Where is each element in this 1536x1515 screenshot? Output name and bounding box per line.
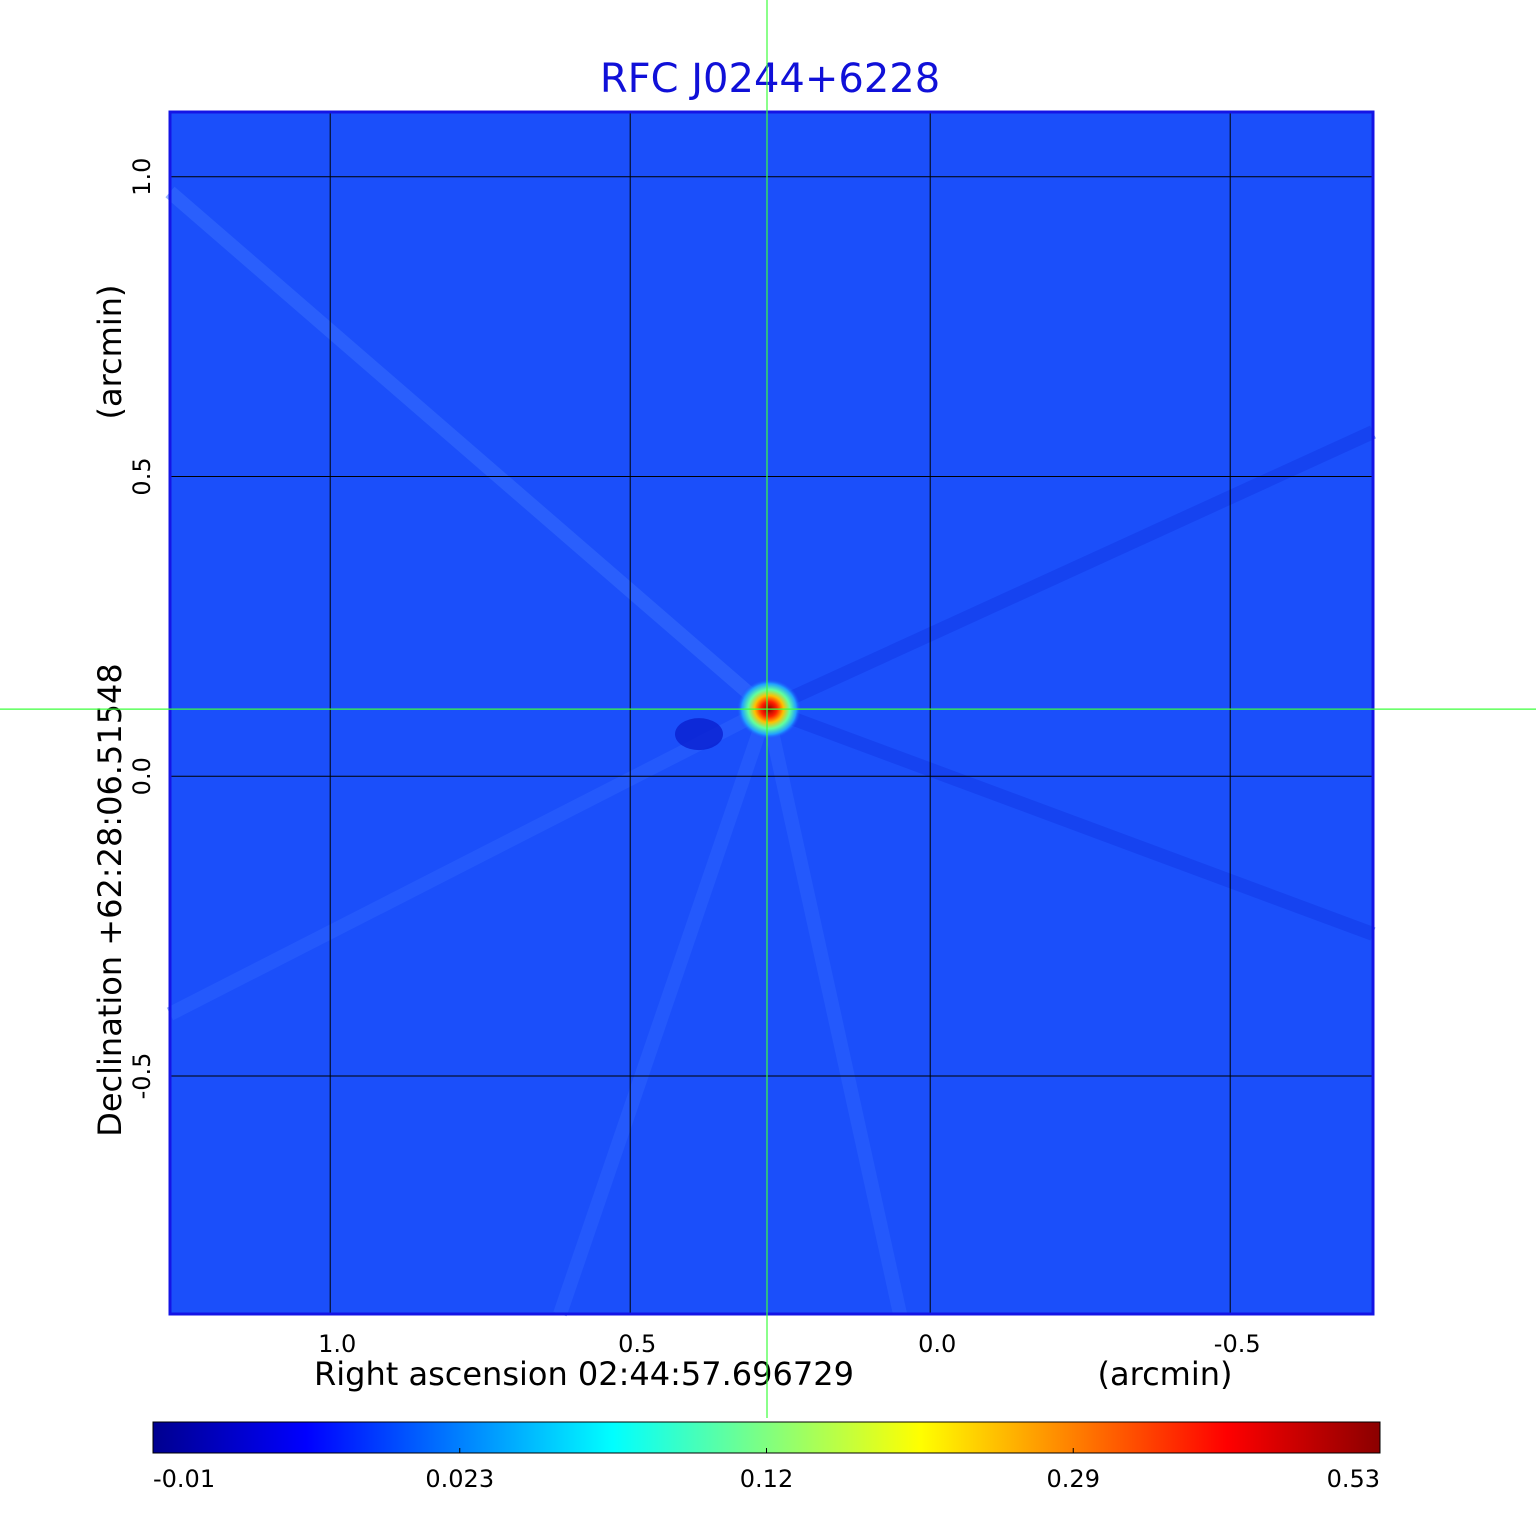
image-streak (166, 702, 771, 1021)
x-tick-label: 0.5 (618, 1330, 656, 1358)
image-streak (165, 186, 772, 715)
plot-frame (168, 110, 1375, 1316)
image-streak (764, 702, 1376, 941)
y-tick-label: 0.0 (128, 757, 156, 795)
colorbar-tick-label: -0.01 (153, 1465, 215, 1493)
y-tick-label: -0.5 (128, 1053, 156, 1100)
image-streak (764, 425, 1376, 716)
colorbar (152, 1421, 1381, 1454)
x-axis-label: Right ascension 02:44:57.696729 (314, 1355, 854, 1393)
colorbar-tick-label: 0.53 (1327, 1465, 1380, 1493)
x-tick-label: -0.5 (1214, 1330, 1261, 1358)
x-tick-label: 1.0 (318, 1330, 356, 1358)
x-axis-unit: (arcmin) (1098, 1355, 1233, 1393)
y-axis-label: Declination +62:28:06.51548 (91, 663, 129, 1137)
colorbar-tick-label: 0.29 (1047, 1465, 1100, 1493)
y-axis-unit: (arcmin) (91, 285, 129, 420)
y-tick-label: 1.0 (128, 158, 156, 196)
colorbar-tick-label: 0.12 (740, 1465, 793, 1493)
negative-lobe (675, 718, 723, 751)
x-tick-label: 0.0 (918, 1330, 956, 1358)
plot-area (165, 110, 1376, 1317)
chart-title: RFC J0244+6228 (600, 56, 940, 102)
image-streak (760, 707, 907, 1316)
y-tick-label: 0.5 (128, 457, 156, 495)
image-streak (553, 706, 774, 1317)
colorbar-tick-label: 0.023 (425, 1465, 494, 1493)
